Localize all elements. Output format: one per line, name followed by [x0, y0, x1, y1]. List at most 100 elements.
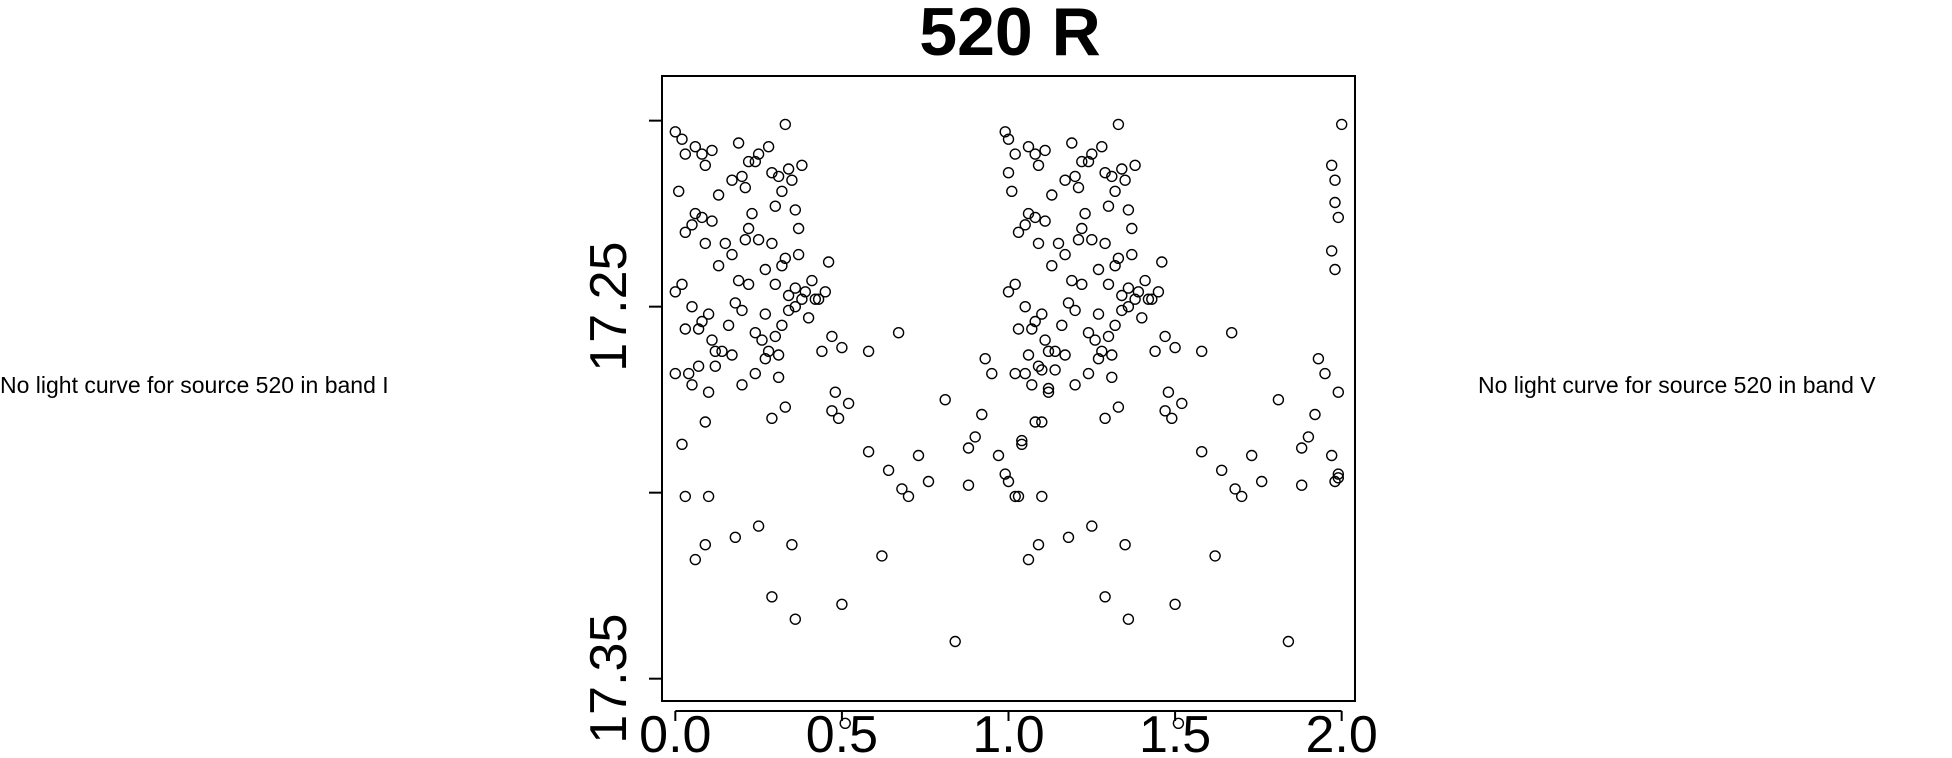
- data-point: [1332, 468, 1345, 480]
- data-point: [699, 416, 711, 428]
- data-point: [726, 174, 738, 186]
- data-point: [1116, 304, 1128, 317]
- data-point: [749, 327, 761, 339]
- data-point: [669, 126, 681, 138]
- data-point: [1272, 394, 1285, 406]
- data-point: [1156, 256, 1168, 268]
- data-point: [759, 353, 771, 365]
- data-point: [732, 137, 745, 149]
- data-point: [1022, 140, 1035, 153]
- data-point: [1006, 185, 1018, 198]
- data-point: [1036, 490, 1048, 503]
- no-light-curve-band-i-note: No light curve for source 520 in band I: [0, 372, 389, 398]
- data-point: [1112, 252, 1125, 264]
- data-point: [1016, 438, 1028, 450]
- data-point: [1009, 367, 1021, 380]
- data-point: [802, 312, 815, 324]
- data-point: [1029, 416, 1041, 428]
- data-point: [769, 278, 781, 290]
- data-point: [762, 140, 775, 153]
- data-point: [1312, 353, 1325, 365]
- data-point: [1159, 330, 1171, 343]
- data-point: [789, 204, 801, 216]
- data-point: [1295, 442, 1308, 454]
- data-point: [749, 155, 761, 168]
- data-point: [1012, 490, 1025, 503]
- data-point: [1109, 185, 1121, 198]
- data-point: [1046, 260, 1058, 272]
- data-point: [839, 717, 851, 729]
- data-point: [1019, 219, 1031, 231]
- data-point: [1022, 349, 1035, 361]
- data-point: [992, 449, 1005, 462]
- data-point: [1209, 550, 1221, 562]
- data-point: [1029, 315, 1041, 328]
- data-point: [1049, 345, 1061, 357]
- data-point: [742, 222, 755, 235]
- data-point: [816, 345, 828, 357]
- data-point: [1099, 166, 1111, 179]
- data-point: [676, 133, 688, 145]
- data-point: [1062, 531, 1075, 543]
- data-point: [1082, 155, 1095, 168]
- y-tick-label: 17.35: [580, 614, 638, 744]
- data-point: [1042, 345, 1055, 357]
- x-axis: 0.0 0.5 1.0 1.5 2.0: [639, 706, 1378, 758]
- data-point: [1332, 386, 1345, 398]
- data-point: [1122, 204, 1135, 216]
- data-point: [706, 215, 718, 227]
- data-point: [1116, 163, 1128, 175]
- data-point: [1169, 598, 1181, 610]
- data-point: [812, 293, 825, 305]
- data-point: [1119, 539, 1131, 551]
- data-point: [1329, 174, 1341, 186]
- data-point: [686, 379, 698, 391]
- data-point: [1036, 364, 1048, 376]
- data-point: [736, 170, 748, 183]
- data-point: [706, 144, 718, 157]
- data-point: [1086, 148, 1098, 160]
- data-point: [702, 308, 715, 320]
- data-point: [1076, 222, 1088, 235]
- data-point: [679, 226, 691, 239]
- data-point: [826, 405, 838, 417]
- data-point: [1332, 211, 1345, 224]
- data-point: [1002, 286, 1015, 298]
- data-point: [949, 635, 961, 648]
- data-point: [759, 308, 771, 320]
- plot-frame: [661, 75, 1356, 702]
- data-point: [1149, 345, 1161, 357]
- data-point: [736, 304, 748, 317]
- data-point: [1009, 148, 1021, 160]
- data-point: [716, 345, 728, 357]
- data-point: [1126, 222, 1138, 235]
- data-point: [1066, 274, 1078, 287]
- data-point: [1009, 490, 1021, 503]
- data-point: [799, 286, 811, 298]
- data-point: [806, 274, 818, 287]
- data-point: [1092, 263, 1105, 276]
- data-point: [1066, 137, 1078, 149]
- data-point: [1079, 207, 1091, 220]
- data-point: [999, 468, 1011, 480]
- data-point: [739, 181, 751, 194]
- data-point: [912, 449, 925, 462]
- data-point: [1062, 297, 1075, 309]
- data-point: [1142, 293, 1155, 305]
- data-point: [1102, 278, 1115, 290]
- data-point: [1019, 301, 1031, 313]
- data-point: [739, 233, 751, 246]
- data-point: [692, 323, 705, 335]
- x-tick-label: 2.0: [1306, 706, 1378, 758]
- x-tick-label: 0.0: [639, 706, 711, 758]
- data-point: [1119, 174, 1131, 186]
- data-point: [1032, 237, 1045, 250]
- y-tick-label: 17.25: [580, 242, 638, 372]
- data-point: [896, 483, 908, 495]
- data-point: [709, 360, 721, 372]
- data-point: [719, 237, 731, 250]
- data-point: [769, 330, 781, 343]
- data-point: [1106, 349, 1118, 361]
- data-point: [683, 367, 695, 380]
- data-point: [1132, 286, 1145, 298]
